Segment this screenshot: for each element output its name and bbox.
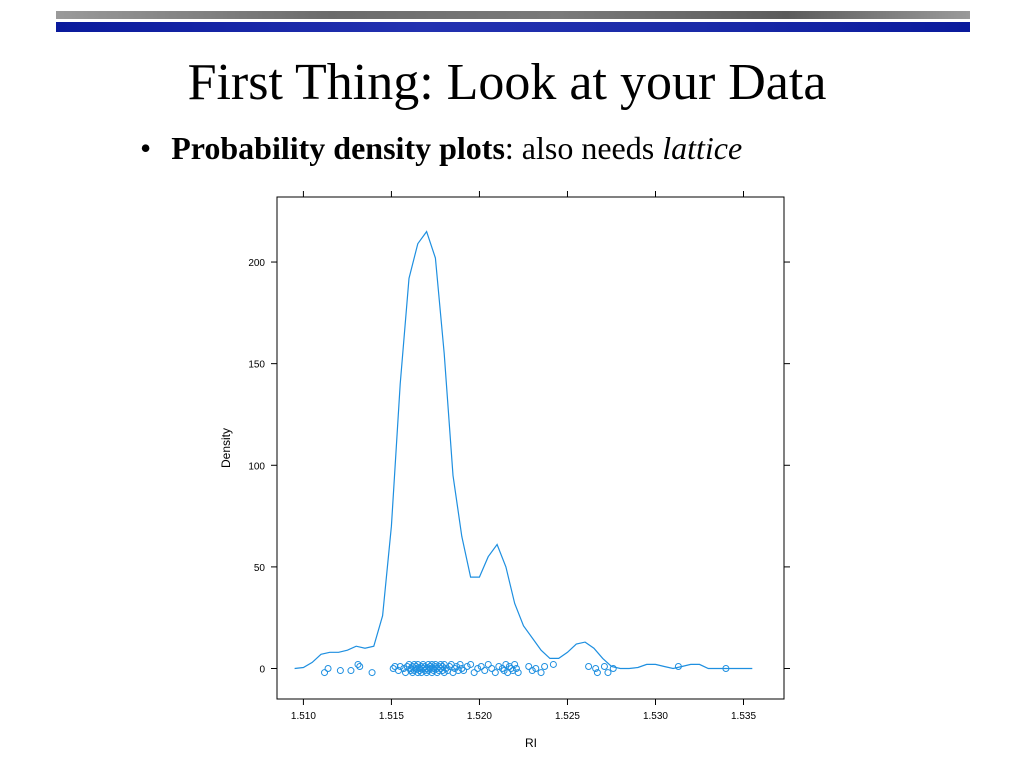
data-point: [368, 669, 376, 677]
bullet-italic-text: lattice: [662, 130, 743, 166]
data-point: [604, 669, 612, 677]
y-tick-label: 50: [254, 563, 266, 574]
data-point: [440, 669, 448, 677]
data-point: [409, 669, 417, 677]
y-axis-label: Density: [219, 428, 233, 468]
data-point: [412, 662, 420, 670]
data-point: [532, 665, 540, 673]
data-point: [321, 669, 329, 677]
x-tick-label: 1.530: [643, 711, 668, 722]
data-point: [460, 667, 468, 675]
plot-frame: [276, 196, 785, 700]
slide-title: First Thing: Look at your Data: [187, 54, 827, 111]
data-point: [324, 665, 332, 673]
data-point: [423, 665, 431, 673]
x-tick-label: 1.510: [291, 711, 316, 722]
chart-marks: [294, 230, 753, 677]
data-point: [356, 662, 364, 670]
density-line: [294, 230, 753, 670]
data-point: [514, 669, 522, 677]
data-point: [400, 665, 408, 673]
data-point: [600, 662, 608, 670]
data-point: [391, 662, 399, 670]
data-point: [336, 667, 344, 675]
data-point: [500, 667, 508, 675]
data-point: [528, 667, 536, 675]
data-point: [470, 669, 478, 677]
data-point: [454, 667, 462, 675]
data-point: [477, 662, 485, 670]
data-point: [722, 665, 730, 673]
data-point: [438, 667, 446, 675]
bullet-item: • Probability density plots: also needs l…: [140, 130, 742, 167]
data-point: [354, 660, 362, 668]
data-point: [502, 660, 510, 668]
decorative-blue-bar: [56, 22, 970, 32]
data-point: [585, 662, 593, 670]
data-point: [396, 662, 404, 670]
x-tick-label: 1.515: [379, 711, 404, 722]
data-point: [481, 667, 489, 675]
data-point: [430, 667, 438, 675]
x-tick-label: 1.525: [555, 711, 580, 722]
data-point: [423, 669, 431, 677]
y-tick-label: 150: [248, 360, 265, 371]
data-point: [541, 662, 549, 670]
x-tick-label: 1.535: [731, 711, 756, 722]
bullet-dot: •: [140, 130, 152, 166]
data-point: [549, 660, 557, 668]
data-point: [347, 667, 355, 675]
bullet-normal-text: : also needs: [504, 130, 663, 166]
bullet-bold-text: Probability density plots: [171, 130, 505, 166]
data-point: [511, 660, 519, 668]
data-point: [405, 660, 413, 668]
decorative-gray-bar: [56, 11, 970, 19]
y-tick-label: 200: [248, 258, 265, 269]
data-point: [507, 665, 515, 673]
data-point: [495, 662, 503, 670]
y-tick-label: 0: [259, 665, 265, 676]
data-point: [403, 662, 411, 670]
data-point: [488, 665, 496, 673]
y-tick-label: 100: [248, 461, 265, 472]
data-point: [525, 662, 533, 670]
data-point: [416, 667, 424, 675]
data-point: [414, 669, 422, 677]
data-point: [498, 665, 506, 673]
data-point: [437, 665, 445, 673]
x-axis-label: RI: [525, 736, 537, 750]
x-tick-label: 1.520: [467, 711, 492, 722]
data-point: [428, 660, 436, 668]
data-point: [463, 662, 471, 670]
data-point: [437, 660, 445, 668]
data-point: [592, 665, 600, 673]
data-point: [537, 669, 545, 677]
data-point: [491, 669, 499, 677]
data-point: [438, 662, 446, 670]
data-point: [419, 660, 427, 668]
data-point: [414, 660, 422, 668]
data-point: [512, 665, 520, 673]
data-point: [593, 669, 601, 677]
data-point: [451, 665, 459, 673]
data-point: [609, 665, 617, 673]
data-point: [674, 662, 682, 670]
data-point: [474, 665, 482, 673]
data-point: [417, 669, 425, 677]
data-point: [456, 660, 464, 668]
data-point: [484, 660, 492, 668]
axes: 1.510 1.515 1.520 1.525 1.530 1.535 0 50 100 150 2…: [248, 191, 790, 722]
data-point: [428, 669, 436, 677]
data-point: [442, 665, 450, 673]
data-point: [467, 660, 475, 668]
data-point: [431, 660, 439, 668]
